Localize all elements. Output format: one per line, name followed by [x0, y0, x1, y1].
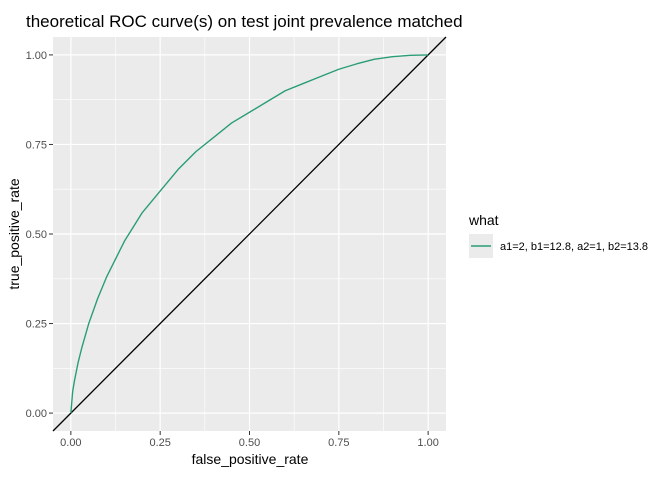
x-tick-label: 0.75 [328, 437, 349, 449]
legend-title: what [468, 212, 499, 228]
legend: what a1=2, b1=12.8, a2=1, b2=13.8 [468, 212, 648, 258]
x-axis-title: false_positive_rate [192, 451, 309, 467]
y-axis-title: true_positive_rate [6, 178, 22, 290]
y-tick-label: 1.00 [26, 50, 47, 62]
x-tick-label: 0.50 [239, 437, 260, 449]
x-tick-label: 1.00 [417, 437, 438, 449]
x-tick-label: 0.25 [149, 437, 170, 449]
series-layer [70, 54, 429, 414]
y-axis: 0.00 0.25 0.50 0.75 1.00 [26, 50, 53, 420]
legend-label: a1=2, b1=12.8, a2=1, b2=13.8 [500, 241, 648, 253]
x-axis: 0.00 0.25 0.50 0.75 1.00 [60, 431, 439, 449]
x-tick-label: 0.00 [60, 437, 81, 449]
diagonal-reference-line [52, 36, 447, 432]
chart-title: theoretical ROC curve(s) on test joint p… [26, 12, 463, 31]
y-tick-label: 0.50 [26, 229, 47, 241]
reference-line-layer [52, 36, 447, 432]
y-tick-label: 0.00 [26, 408, 47, 420]
roc-curve-line [70, 54, 429, 414]
y-tick-label: 0.25 [26, 319, 47, 331]
y-tick-label: 0.75 [26, 139, 47, 151]
